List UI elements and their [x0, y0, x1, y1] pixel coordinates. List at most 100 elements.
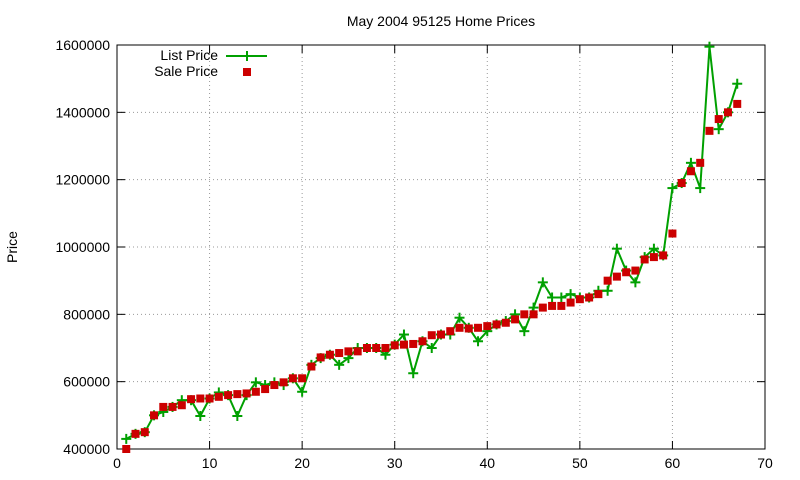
- data-point: [335, 349, 344, 358]
- data-point: [622, 268, 631, 277]
- legend-marker-sale-price: [243, 68, 251, 76]
- y-tick-label: 800000: [63, 306, 110, 322]
- data-point: [612, 272, 621, 281]
- data-point: [140, 428, 149, 437]
- data-point: [631, 266, 640, 275]
- data-point: [251, 387, 260, 396]
- legend-label-list-price: List Price: [160, 47, 218, 63]
- data-point: [261, 385, 270, 394]
- y-tick-label: 600000: [63, 374, 110, 390]
- data-point: [686, 167, 695, 176]
- data-point: [519, 326, 530, 337]
- data-point: [408, 368, 419, 379]
- x-tick-labels: 0 10 20 30 40 50 60 70: [113, 455, 773, 471]
- data-point: [214, 392, 223, 401]
- x-tick-label: 50: [572, 455, 588, 471]
- data-point: [520, 310, 529, 319]
- data-point: [399, 340, 408, 349]
- x-tick-label: 60: [665, 455, 681, 471]
- data-point: [455, 323, 464, 332]
- x-tick-label: 20: [294, 455, 310, 471]
- series-layer: [121, 41, 743, 453]
- data-point: [640, 255, 649, 264]
- data-point: [242, 389, 251, 398]
- data-point: [418, 337, 427, 346]
- data-point: [353, 347, 362, 356]
- axis-ticks: [116, 44, 766, 450]
- data-point: [187, 395, 196, 404]
- data-point: [704, 41, 715, 52]
- data-point: [270, 381, 279, 390]
- data-point: [150, 411, 159, 420]
- data-point: [537, 277, 548, 288]
- data-point: [250, 377, 261, 388]
- data-point: [474, 323, 483, 332]
- x-tick-label: 40: [479, 455, 495, 471]
- data-point: [372, 344, 381, 352]
- data-point: [732, 78, 743, 89]
- data-point: [713, 124, 724, 135]
- data-point: [611, 243, 622, 254]
- data-point: [298, 374, 307, 383]
- data-point: [464, 324, 473, 333]
- y-axis-label: Price: [4, 231, 20, 263]
- data-point: [381, 344, 390, 352]
- data-point: [288, 374, 297, 383]
- data-point: [733, 99, 742, 108]
- data-point: [426, 343, 437, 353]
- data-point: [548, 301, 557, 310]
- data-point: [437, 330, 445, 339]
- grid-lines: [117, 45, 765, 449]
- x-tick-label: 70: [757, 455, 773, 471]
- data-point: [279, 378, 288, 387]
- data-point: [511, 315, 520, 324]
- data-point: [233, 390, 242, 399]
- data-point: [492, 320, 501, 329]
- data-point: [630, 277, 641, 288]
- data-point: [575, 295, 584, 304]
- data-point: [585, 293, 594, 302]
- legend: List Price Sale Price: [154, 47, 267, 79]
- data-point: [565, 289, 576, 300]
- chart-title: May 2004 95125 Home Prices: [347, 13, 535, 29]
- data-point: [668, 229, 677, 238]
- data-point: [473, 336, 484, 347]
- data-point: [556, 292, 567, 303]
- data-point: [168, 402, 177, 411]
- data-point: [205, 394, 214, 403]
- y-tick-label: 1000000: [55, 239, 110, 255]
- data-point: [547, 292, 558, 303]
- data-point: [649, 253, 658, 262]
- data-point: [659, 251, 668, 260]
- data-point: [648, 243, 659, 254]
- y-tick-label: 1600000: [55, 37, 110, 53]
- data-point: [538, 303, 547, 312]
- data-point: [232, 411, 243, 422]
- data-point: [316, 353, 325, 362]
- data-point: [398, 329, 409, 340]
- data-point: [483, 322, 492, 331]
- data-point: [603, 276, 612, 285]
- legend-label-sale-price: Sale Price: [154, 63, 218, 79]
- x-tick-label: 0: [113, 455, 121, 471]
- data-point: [196, 394, 205, 403]
- data-point: [602, 285, 613, 296]
- data-point: [714, 115, 723, 124]
- y-tick-labels: 400000 600000 800000 1000000 1200000 1400000 1…: [55, 37, 110, 457]
- data-point: [705, 126, 714, 135]
- data-point: [685, 157, 696, 168]
- data-point: [297, 386, 308, 397]
- data-point: [501, 318, 510, 327]
- data-point: [177, 401, 186, 410]
- legend-marker-list-price: [242, 51, 252, 61]
- data-point: [325, 350, 334, 359]
- data-point: [677, 179, 686, 188]
- x-tick-label: 30: [387, 455, 403, 471]
- data-point: [122, 445, 131, 453]
- data-point: [334, 359, 345, 370]
- y-tick-label: 400000: [63, 441, 110, 457]
- data-point: [696, 158, 705, 167]
- y-tick-label: 1200000: [55, 172, 110, 188]
- x-tick-label: 10: [202, 455, 218, 471]
